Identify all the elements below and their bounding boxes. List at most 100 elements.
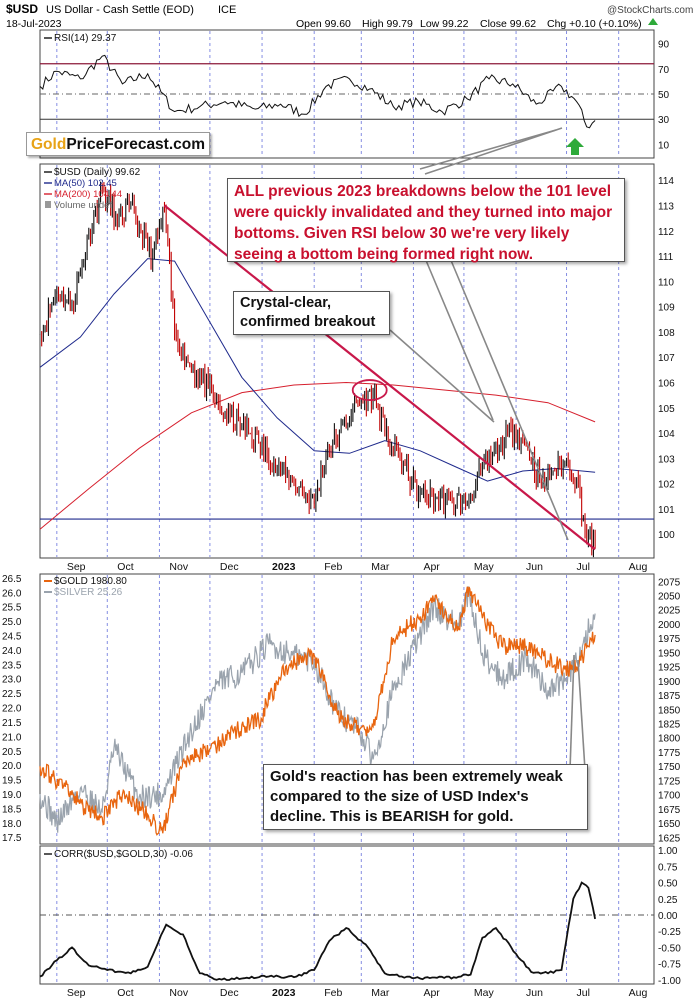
corr-tick-label: 0.25	[658, 895, 678, 906]
usd-tick-label: 101	[658, 505, 675, 516]
usd-tick-label: 104	[658, 429, 675, 440]
month-label: Aug	[629, 561, 648, 573]
usd-top-ellipse	[351, 379, 388, 401]
gold-weak-annotation: Gold's reaction has been extremely weak …	[263, 764, 588, 830]
usd-tick-label: 114	[658, 176, 674, 187]
month-label: Nov	[169, 561, 188, 573]
month-label: Nov	[169, 987, 188, 999]
month-label: Apr	[423, 987, 440, 999]
header-open: Open 99.60	[296, 18, 351, 30]
rsi-tick-label: 70	[658, 65, 670, 76]
header-change: Chg +0.10 (+0.10%)	[547, 18, 642, 30]
gold-tick-label: 1750	[658, 762, 681, 773]
header-date: 18-Jul-2023	[6, 18, 62, 30]
callout-lines	[389, 127, 586, 771]
rsi-chart: 10 30 50 70 90	[39, 40, 670, 151]
logo-gold-text: Gold	[31, 136, 67, 153]
month-gridlines	[56, 31, 620, 983]
header-high: High 99.79	[362, 18, 413, 30]
month-label: Jul	[577, 987, 590, 999]
header-watermark: @StockCharts.com	[607, 5, 693, 16]
corr-legend: CORR($USD,$GOLD,30) -0.06	[54, 849, 193, 860]
gold-series-line	[39, 586, 596, 836]
silver-tick-label: 23.5	[2, 660, 22, 671]
gold-legend: $GOLD 1980.80	[54, 576, 127, 587]
silver-tick-label: 24.5	[2, 632, 22, 643]
month-label: Jun	[526, 987, 543, 999]
silver-tick-label: 25.5	[2, 603, 22, 614]
usd-chart: 100 101 102 103 104 105 106 107 108 109 110 111 112 1…	[39, 176, 675, 558]
month-label: Mar	[371, 987, 390, 999]
gold-price-forecast-logo: GoldPriceForecast.com	[26, 132, 210, 156]
rsi-breakdown-annotation: ALL previous 2023 breakdowns below the 1…	[227, 178, 625, 263]
usd-tick-label: 106	[658, 378, 675, 389]
month-label: Mar	[371, 561, 390, 573]
gold-silver-panel	[39, 573, 655, 845]
gold-tick-label: 1950	[658, 648, 681, 659]
usd-tick-label: 112	[658, 227, 674, 238]
month-label: Oct	[117, 561, 133, 573]
gold-tick-label: 1775	[658, 748, 681, 759]
silver-tick-label: 25.0	[2, 617, 22, 628]
rsi-tick-label: 50	[658, 90, 670, 101]
month-label: Sep	[67, 561, 86, 573]
corr-tick-label: -1.00	[658, 976, 681, 987]
gold-tick-label: 1675	[658, 805, 681, 816]
usd-legend: $USD (Daily) 99.62	[54, 167, 141, 178]
usd-tick-label: 110	[658, 277, 674, 288]
silver-tick-label: 20.0	[2, 761, 22, 772]
gold-tick-label: 1875	[658, 691, 681, 702]
ma50-legend: MA(50) 102.45	[54, 178, 117, 189]
month-label: 2023	[272, 561, 296, 573]
ma200-legend: MA(200) 104.44	[54, 189, 122, 200]
correlation-chart: -1.00 -0.75 -0.50 -0.25 0.00 0.25 0.50 0.75 1.00	[39, 846, 681, 987]
usd-tick-label: 111	[658, 252, 674, 263]
usd-trendline	[163, 204, 596, 551]
rsi-tick-label: 90	[658, 40, 670, 51]
silver-tick-label: 21.5	[2, 718, 22, 729]
rsi-tick-label: 10	[658, 140, 670, 151]
corr-series-line	[39, 881, 596, 981]
month-label: Aug	[629, 987, 648, 999]
rsi-legend: RSI(14) 29.37	[54, 33, 117, 44]
silver-tick-label: 18.0	[2, 819, 22, 830]
gold-tick-label: 1925	[658, 663, 681, 674]
change-up-icon	[648, 18, 658, 25]
gold-tick-label: 1900	[658, 677, 681, 688]
corr-tick-label: 1.00	[658, 846, 678, 857]
month-label: Feb	[324, 987, 342, 999]
month-label: Feb	[324, 561, 342, 573]
month-label: May	[474, 561, 495, 573]
gold-tick-label: 1725	[658, 776, 681, 787]
ma50-line	[39, 258, 596, 482]
breakout-annotation: Crystal-clear, confirmed breakout	[233, 291, 390, 335]
usd-tick-label: 100	[658, 530, 675, 541]
silver-tick-label: 21.0	[2, 732, 22, 743]
silver-tick-label: 19.0	[2, 790, 22, 801]
header-exchange: ICE	[218, 4, 236, 16]
month-label: Jun	[526, 561, 543, 573]
gold-tick-label: 1800	[658, 734, 681, 745]
usd-tick-label: 103	[658, 454, 675, 465]
gold-tick-label: 1625	[658, 833, 681, 844]
volume-legend: Volume undef	[54, 200, 112, 211]
gold-tick-label: 2000	[658, 620, 681, 631]
month-label: Apr	[423, 561, 440, 573]
usd-tick-label: 105	[658, 404, 675, 415]
silver-tick-label: 22.5	[2, 689, 22, 700]
silver-tick-label: 26.5	[2, 574, 22, 585]
usd-tick-label: 107	[658, 353, 675, 364]
usd-tick-label: 102	[658, 480, 675, 491]
corr-tick-label: 0.75	[658, 862, 678, 873]
corr-tick-label: -0.50	[658, 943, 681, 954]
rsi-tick-label: 30	[658, 115, 670, 126]
month-label: Dec	[220, 561, 239, 573]
gold-silver-chart: 17.5 18.0 18.5 19.0 19.5 20.0 20.5 21.0 21.5 22.0…	[2, 574, 681, 844]
usd-tick-label: 113	[658, 201, 674, 212]
header-symbol: $USD	[6, 2, 38, 16]
silver-tick-label: 19.5	[2, 776, 22, 787]
header-close: Close 99.62	[480, 18, 536, 30]
gold-tick-label: 1975	[658, 634, 681, 645]
gold-tick-label: 1650	[658, 819, 681, 830]
